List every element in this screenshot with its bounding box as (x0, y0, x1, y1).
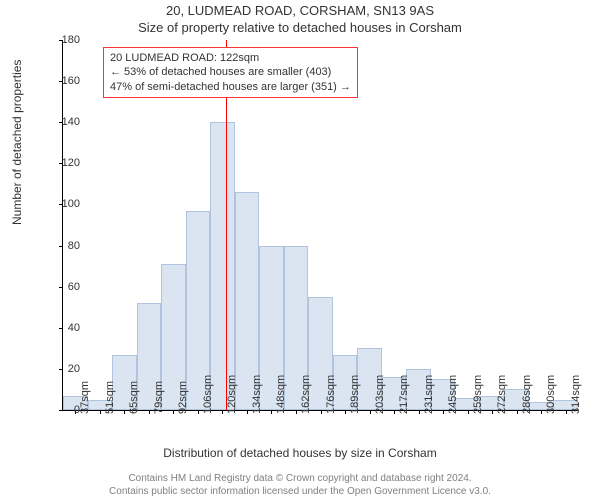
x-tick-label: 120sqm (226, 375, 238, 414)
x-tick-label: 148sqm (275, 375, 287, 414)
x-tick-label: 259sqm (472, 375, 484, 414)
y-tick-mark (59, 369, 63, 370)
x-tick-label: 300sqm (545, 375, 557, 414)
title-main: 20, LUDMEAD ROAD, CORSHAM, SN13 9AS (0, 3, 600, 18)
x-tick-label: 176sqm (325, 375, 337, 414)
x-tick-label: 245sqm (447, 375, 459, 414)
x-axis-label: Distribution of detached houses by size … (0, 446, 600, 460)
y-tick-label: 40 (68, 322, 80, 334)
x-tick-mark (419, 410, 420, 414)
x-tick-mark (124, 410, 125, 414)
x-tick-label: 106sqm (202, 375, 214, 414)
x-tick-label: 231sqm (423, 375, 435, 414)
x-tick-mark (149, 410, 150, 414)
chart-area: 37sqm51sqm65sqm79sqm92sqm106sqm120sqm134… (62, 40, 577, 410)
chart-container: 20, LUDMEAD ROAD, CORSHAM, SN13 9AS Size… (0, 0, 600, 500)
y-tick-label: 140 (62, 116, 80, 128)
x-tick-label: 314sqm (570, 375, 582, 414)
y-axis-label: Number of detached properties (10, 60, 24, 225)
x-tick-mark (541, 410, 542, 414)
y-tick-mark (59, 246, 63, 247)
y-tick-label: 120 (62, 157, 80, 169)
y-tick-label: 160 (62, 75, 80, 87)
x-tick-label: 272sqm (496, 375, 508, 414)
footer-line1: Contains HM Land Registry data © Crown c… (0, 473, 600, 486)
x-tick-label: 162sqm (300, 375, 312, 414)
y-tick-label: 100 (62, 198, 80, 210)
x-tick-mark (100, 410, 101, 414)
x-tick-mark (370, 410, 371, 414)
y-tick-mark (59, 410, 63, 411)
x-tick-label: 51sqm (104, 381, 116, 414)
x-tick-label: 203sqm (374, 375, 386, 414)
x-tick-label: 92sqm (177, 381, 189, 414)
x-tick-label: 286sqm (521, 375, 533, 414)
x-tick-mark (492, 410, 493, 414)
y-tick-label: 20 (68, 363, 80, 375)
y-tick-label: 80 (68, 240, 80, 252)
footer-attribution: Contains HM Land Registry data © Crown c… (0, 473, 600, 498)
plot-region: 37sqm 51sqm 65sqm 79sqm 92sqm 106sqm 120sqm 134… (62, 40, 578, 411)
x-tick-mark (566, 410, 567, 414)
x-tick-mark (271, 410, 272, 414)
x-tick-mark (222, 410, 223, 414)
x-tick-label: 217sqm (398, 375, 410, 414)
info-box: 20 LUDMEAD ROAD: 122sqm← 53% of detached… (103, 47, 358, 98)
y-tick-label: 60 (68, 281, 80, 293)
x-tick-label: 79sqm (153, 381, 165, 414)
x-tick-mark (468, 410, 469, 414)
x-tick-label: 189sqm (349, 375, 361, 414)
x-tick-label: 134sqm (251, 375, 263, 414)
x-tick-mark (443, 410, 444, 414)
x-tick-label: 37sqm (79, 381, 91, 414)
x-tick-mark (394, 410, 395, 414)
info-line: 47% of semi-detached houses are larger (… (110, 80, 351, 94)
title-sub: Size of property relative to detached ho… (0, 20, 600, 35)
x-tick-mark (296, 410, 297, 414)
x-tick-label: 65sqm (128, 381, 140, 414)
x-tick-mark (247, 410, 248, 414)
y-tick-label: 180 (62, 34, 80, 46)
footer-line2: Contains public sector information licen… (0, 486, 600, 499)
x-tick-mark (321, 410, 322, 414)
x-tick-mark (173, 410, 174, 414)
y-tick-label: 0 (74, 404, 80, 416)
y-tick-mark (59, 328, 63, 329)
y-tick-mark (59, 287, 63, 288)
info-line: 20 LUDMEAD ROAD: 122sqm (110, 51, 351, 65)
x-tick-mark (198, 410, 199, 414)
histogram-bar (210, 122, 235, 410)
x-tick-mark (345, 410, 346, 414)
x-tick-mark (517, 410, 518, 414)
info-line: ← 53% of detached houses are smaller (40… (110, 65, 351, 79)
